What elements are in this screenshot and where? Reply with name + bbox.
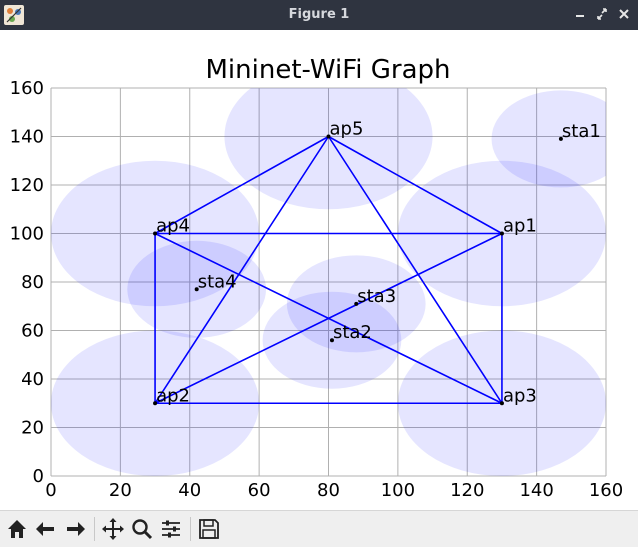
sliders-icon (162, 520, 180, 538)
window-controls (574, 6, 630, 22)
window-title: Figure 1 (288, 7, 350, 22)
close-button[interactable] (618, 6, 630, 22)
y-tick-label: 160 (10, 78, 44, 99)
y-tick-label: 120 (10, 175, 44, 196)
plot-svg[interactable]: ap1 ap2 ap3 ap4 ap5 sta1 sta2 sta3 sta4 0 20 40 60 8… (0, 30, 638, 510)
node-label-sta3: sta3 (357, 286, 396, 307)
node-point-sta4 (194, 287, 199, 292)
y-tick-label: 100 (10, 224, 44, 245)
node-label-ap4: ap4 (156, 216, 190, 237)
floppy-disk-icon (199, 519, 219, 539)
zoom-button[interactable] (128, 515, 156, 543)
node-layer: ap1 ap2 ap3 ap4 ap5 sta1 sta2 sta3 sta4 (153, 119, 601, 406)
y-tick-label: 140 (10, 127, 44, 148)
configure-subplots-button[interactable] (157, 515, 185, 543)
link-ap2-ap5 (154, 136, 330, 404)
node-point-ap4 (153, 231, 158, 236)
x-tick-label: 0 (45, 480, 56, 501)
y-tick-label: 80 (21, 272, 44, 293)
figure-background (0, 30, 638, 510)
x-tick-label: 120 (450, 480, 484, 501)
node-point-ap1 (499, 231, 504, 236)
y-tick-label: 60 (21, 321, 44, 342)
node-point-ap3 (499, 401, 504, 406)
node-label-ap1: ap1 (503, 216, 537, 237)
chart-title: Mininet-WiFi Graph (205, 55, 450, 85)
home-icon (8, 520, 26, 538)
home-button[interactable] (3, 515, 31, 543)
node-point-sta1 (558, 136, 563, 141)
navigation-toolbar (0, 510, 638, 547)
x-tick-label: 160 (589, 480, 623, 501)
link-ap4-ap5 (154, 135, 329, 235)
link-ap2-ap1 (154, 232, 503, 404)
arrow-left-icon (36, 522, 54, 536)
node-label-ap3: ap3 (503, 385, 537, 406)
arrow-right-icon (67, 522, 85, 536)
node-label-sta2: sta2 (333, 322, 372, 343)
back-button[interactable] (32, 515, 60, 543)
x-tick-label: 140 (519, 480, 553, 501)
y-tick-label: 20 (21, 418, 44, 439)
toolbar-separator (94, 517, 95, 541)
title-bar[interactable]: Figure 1 (0, 0, 638, 30)
node-label-sta1: sta1 (562, 121, 601, 142)
pan-button[interactable] (99, 515, 127, 543)
restore-button[interactable] (596, 6, 608, 22)
x-tick-label: 100 (381, 480, 415, 501)
node-label-ap2: ap2 (156, 385, 190, 406)
grid-layer (50, 87, 607, 477)
node-point-sta2 (329, 338, 334, 343)
node-label-sta4: sta4 (198, 271, 237, 292)
y-tick-label: 40 (21, 369, 44, 390)
move-icon (102, 518, 124, 540)
x-tick-label: 80 (317, 480, 340, 501)
magnifier-icon (132, 519, 153, 540)
figure-canvas[interactable]: ap1 ap2 ap3 ap4 ap5 sta1 sta2 sta3 sta4 0 20 40 60 8… (0, 30, 638, 510)
node-point-sta3 (354, 301, 359, 306)
minimize-button[interactable] (574, 6, 586, 22)
tick-layer: 0 20 40 60 80 100 120 140 160 0 20 40 60 80 100 120 140 1… (10, 78, 624, 501)
toolbar-separator (190, 517, 191, 541)
node-label-ap5: ap5 (330, 119, 364, 140)
link-layer (154, 135, 503, 405)
x-tick-label: 40 (178, 480, 201, 501)
app-icon (4, 5, 24, 25)
node-point-ap5 (326, 134, 331, 139)
range-circle-ap5 (224, 88, 433, 210)
y-tick-label: 0 (33, 466, 44, 487)
range-circle-sta1 (491, 90, 606, 188)
forward-button[interactable] (61, 515, 89, 543)
link-ap5-ap3 (327, 136, 503, 404)
link-ap5-ap1 (328, 135, 503, 235)
x-tick-label: 60 (248, 480, 271, 501)
node-point-ap2 (153, 401, 158, 406)
x-tick-label: 20 (109, 480, 132, 501)
save-button[interactable] (195, 515, 223, 543)
